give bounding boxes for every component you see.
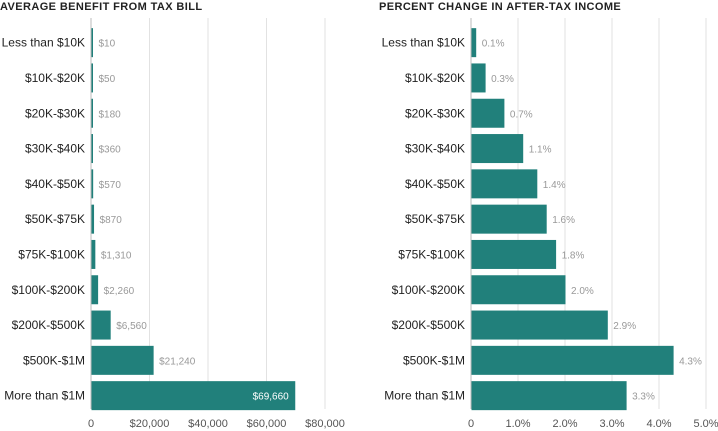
category-label: $200K-$500K <box>392 318 465 332</box>
category-label: $75K-$100K <box>18 247 85 261</box>
data-label: 2.9% <box>613 321 636 332</box>
bar <box>471 204 547 234</box>
bar <box>91 98 93 128</box>
category-label: More than $1M <box>4 389 85 403</box>
bar <box>471 63 486 93</box>
x-tick-label: 4.0% <box>646 418 671 430</box>
bar <box>91 239 96 269</box>
category-label: $10K-$20K <box>25 71 85 85</box>
data-label: $360 <box>99 145 122 156</box>
category-label: $200K-$500K <box>12 318 85 332</box>
bar <box>471 169 538 199</box>
category-label: Less than $10K <box>2 36 85 50</box>
data-label: 1.1% <box>529 145 552 156</box>
bar <box>91 134 93 164</box>
data-label: 2.0% <box>571 286 594 297</box>
data-label: $1,310 <box>101 250 132 261</box>
category-label: $40K-$50K <box>405 177 465 191</box>
data-label: 0.3% <box>491 74 514 85</box>
data-label: $6,560 <box>116 321 147 332</box>
data-label: 1.8% <box>562 250 585 261</box>
bar <box>471 275 566 305</box>
x-tick-label: 5.0% <box>693 418 718 430</box>
bar <box>91 63 93 93</box>
data-label: $50 <box>99 74 116 85</box>
x-tick-label: 1.0% <box>505 418 530 430</box>
category-label: $500K-$1M <box>23 353 85 367</box>
bar <box>91 204 95 234</box>
x-tick-label: 0 <box>468 418 474 430</box>
category-label: $20K-$30K <box>25 106 85 120</box>
bar <box>91 169 94 199</box>
data-label: $870 <box>100 215 123 226</box>
bar <box>471 310 608 340</box>
bar <box>471 239 557 269</box>
category-label: $500K-$1M <box>403 353 465 367</box>
x-tick-label: $60,000 <box>247 418 287 430</box>
bar <box>91 275 99 305</box>
category-label: $30K-$40K <box>405 142 465 156</box>
bar <box>471 381 627 411</box>
bar <box>91 28 93 58</box>
data-label: $69,660 <box>253 392 290 403</box>
data-label: 3.3% <box>632 392 655 403</box>
bar <box>91 381 296 411</box>
bar <box>91 345 154 375</box>
bar <box>471 98 505 128</box>
category-label: More than $1M <box>384 389 465 403</box>
x-tick-label: 0 <box>88 418 94 430</box>
x-tick-label: $20,000 <box>130 418 170 430</box>
x-tick-label: $80,000 <box>305 418 345 430</box>
bar <box>471 345 674 375</box>
data-label: 0.1% <box>482 39 505 50</box>
chart-title-benefit: AVERAGE BENEFIT FROM TAX BILL <box>0 1 202 13</box>
x-tick-label: 2.0% <box>552 418 577 430</box>
bar <box>91 310 111 340</box>
category-label: $30K-$40K <box>25 142 85 156</box>
category-label: $75K-$100K <box>398 247 465 261</box>
x-tick-label: $40,000 <box>188 418 228 430</box>
data-label: 0.7% <box>510 109 533 120</box>
data-label: 4.3% <box>679 356 702 367</box>
data-label: $10 <box>99 39 116 50</box>
category-label: $100K-$200K <box>392 283 465 297</box>
bar <box>471 28 477 58</box>
category-label: $50K-$75K <box>25 212 85 226</box>
category-label: $50K-$75K <box>405 212 465 226</box>
data-label: $2,260 <box>104 286 135 297</box>
bar <box>471 134 524 164</box>
category-label: Less than $10K <box>382 36 465 50</box>
data-label: 1.4% <box>543 180 566 191</box>
chart-title-income-change: PERCENT CHANGE IN AFTER-TAX INCOME <box>379 1 621 13</box>
category-label: $10K-$20K <box>405 71 465 85</box>
data-label: $21,240 <box>159 356 196 367</box>
category-label: $40K-$50K <box>25 177 85 191</box>
data-label: 1.6% <box>552 215 575 226</box>
category-label: $100K-$200K <box>12 283 85 297</box>
category-label: $20K-$30K <box>405 106 465 120</box>
data-label: $180 <box>99 109 122 120</box>
chart-income-change: PERCENT CHANGE IN AFTER-TAX INCOME Less … <box>379 1 718 430</box>
data-label: $570 <box>99 180 122 191</box>
chart-benefit: AVERAGE BENEFIT FROM TAX BILL Less than … <box>0 1 345 430</box>
x-tick-label: 3.0% <box>599 418 624 430</box>
